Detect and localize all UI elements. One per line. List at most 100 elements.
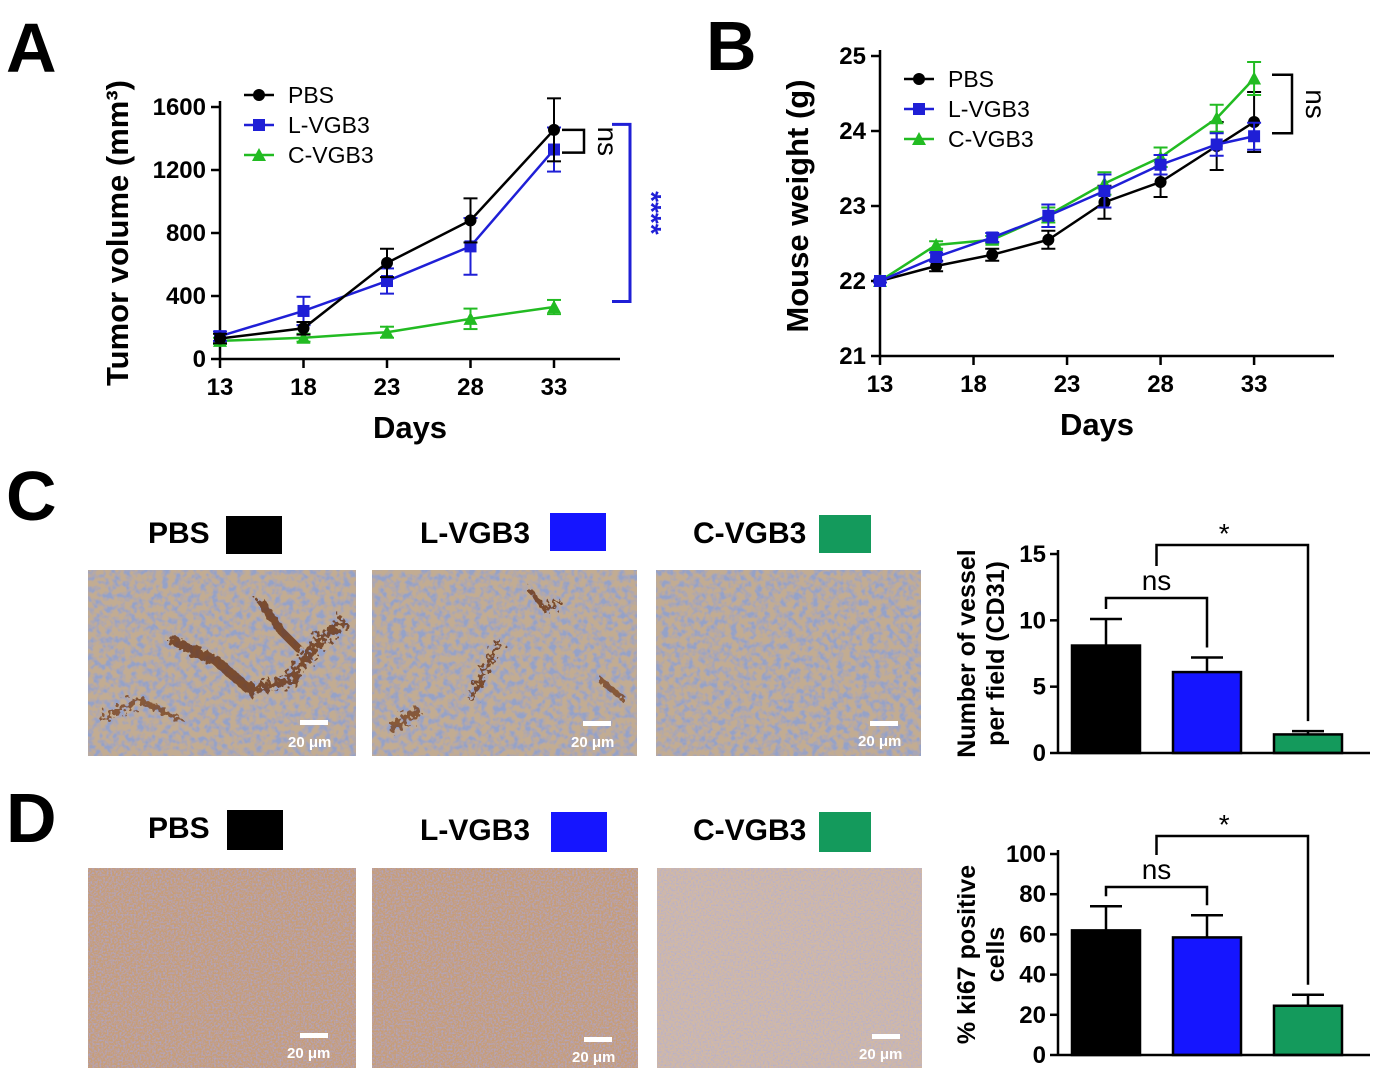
legend-marker [912, 132, 926, 145]
scale-bar-label: 20 μm [287, 1045, 330, 1062]
scale-bar [872, 1034, 900, 1039]
ns-label: ns [1300, 89, 1331, 119]
color-swatch-pbs [226, 516, 282, 554]
ns-label: ns [592, 126, 623, 156]
legend-marker [253, 119, 265, 131]
chart-b-mouse-weight: 21 22 23 24 25 13 18 23 28 33 Days Mouse weight (g)… [780, 43, 1334, 442]
ns-bracket [1104, 596, 1209, 648]
y-tick-label: 1200 [153, 157, 206, 184]
y-tick-label: 20 [1019, 1002, 1046, 1029]
x-axis-title: Days [373, 410, 447, 445]
data-point [296, 330, 311, 344]
micrograph-d-l-vgb3: 20 μm [372, 868, 638, 1068]
x-tick-label: 13 [867, 371, 894, 398]
x-axis-title: Days [1060, 407, 1134, 442]
group-labels-c: PBS L-VGB3 C-VGB3 [148, 513, 871, 554]
scale-bar [870, 721, 898, 726]
data-point [930, 251, 943, 263]
y-tick-label: 40 [1019, 962, 1046, 989]
series-line [879, 120, 1255, 283]
legend-item-c-vgb3: C-VGB3 [244, 142, 374, 168]
group-labels-d: PBS L-VGB3 C-VGB3 [148, 810, 871, 852]
legend-item-pbs: PBS [904, 66, 994, 92]
y-tick-label: 0 [1033, 1042, 1046, 1069]
group-label-l-vgb3: L-VGB3 [420, 814, 530, 847]
series-l-vgb3 [873, 121, 1262, 287]
y-axis-title-line-2: per field (CD31) [982, 561, 1010, 746]
x-tick-label: 13 [207, 374, 234, 401]
chart-a-tumor-volume: 0 400 800 1200 1600 13 18 23 28 33 Days Tumor volum… [100, 80, 667, 445]
legend-label: PBS [288, 82, 334, 108]
panel-letter-a: A [6, 9, 57, 87]
legend-item-c-vgb3: C-VGB3 [904, 126, 1034, 152]
micrograph-d-pbs: 20 μm [88, 868, 356, 1068]
ns-bracket [562, 128, 586, 154]
data-point [986, 231, 999, 244]
y-tick-label: 10 [1019, 607, 1046, 634]
bar-l-vgb3 [1171, 936, 1243, 1057]
y-tick-label: 22 [839, 268, 866, 295]
y-tick-label: 1600 [153, 94, 206, 121]
x-tick-label: 18 [290, 374, 317, 401]
group-label-l-vgb3: L-VGB3 [420, 517, 530, 550]
data-point [381, 256, 393, 269]
data-point [1042, 209, 1055, 222]
x-tick-label: 23 [1054, 371, 1081, 398]
legend-label: C-VGB3 [948, 126, 1034, 152]
legend-marker [913, 103, 925, 115]
chart-c-vessel-count: 0 5 10 15 Number of vessel per field (CD31) ns… [953, 518, 1370, 767]
data-point [214, 332, 226, 345]
scale-bar [583, 721, 611, 726]
data-point [548, 123, 560, 136]
scale-bar [300, 1033, 328, 1038]
group-label-c-vgb3: C-VGB3 [693, 814, 806, 847]
chart-d-ki67: 0 20 40 60 80 100 % ki67 positive cells ns * [953, 809, 1370, 1069]
ns-label: ns [1142, 565, 1172, 596]
scale-bar-label: 20 μm [858, 733, 901, 750]
y-tick-label: 400 [166, 283, 206, 310]
data-point [874, 275, 886, 287]
bar-c-vgb3 [1272, 1004, 1344, 1057]
scale-bar [300, 720, 328, 725]
bar-c-vgb3 [1272, 733, 1344, 755]
bar-pbs [1070, 929, 1142, 1057]
color-swatch-l-vgb3 [550, 513, 606, 551]
ns-bracket [1272, 73, 1294, 135]
bar-pbs [1070, 644, 1142, 755]
data-point [1154, 176, 1167, 188]
x-tick-label: 23 [374, 374, 401, 401]
series-line [219, 148, 555, 338]
color-swatch-c-vgb3 [819, 812, 871, 852]
series-line [879, 77, 1256, 283]
color-swatch-l-vgb3 [551, 812, 607, 852]
data-point [1154, 158, 1167, 171]
panel-letter-b: B [706, 7, 757, 85]
y-axis-title-line-1: % ki67 positive [953, 865, 981, 1044]
y-tick-label: 800 [166, 220, 206, 247]
data-point [380, 325, 394, 339]
data-point [1247, 71, 1262, 85]
data-point [1248, 130, 1261, 143]
series-line [879, 135, 1255, 283]
panel-letter-c: C [6, 457, 57, 535]
significance-stars: **** [636, 191, 667, 235]
ns-bracket [1104, 885, 1209, 906]
significance-star: * [1219, 518, 1230, 549]
data-point [547, 300, 561, 314]
series-line [219, 128, 555, 340]
legend-item-pbs: PBS [244, 82, 334, 108]
panel-letter-d: D [6, 779, 57, 857]
x-tick-label: 18 [960, 371, 987, 398]
y-tick-label: 60 [1019, 921, 1046, 948]
data-point [1098, 185, 1111, 197]
significance-bracket [1155, 543, 1310, 722]
scale-bar-label: 20 μm [571, 734, 614, 751]
x-tick-label: 28 [457, 374, 484, 401]
data-point [297, 304, 310, 317]
micrograph-d-c-vgb3: 20 μm [657, 868, 922, 1068]
group-label-pbs: PBS [148, 517, 210, 550]
y-tick-label: 0 [1033, 740, 1046, 767]
ns-label: ns [1142, 854, 1172, 885]
y-tick-label: 23 [839, 193, 866, 220]
